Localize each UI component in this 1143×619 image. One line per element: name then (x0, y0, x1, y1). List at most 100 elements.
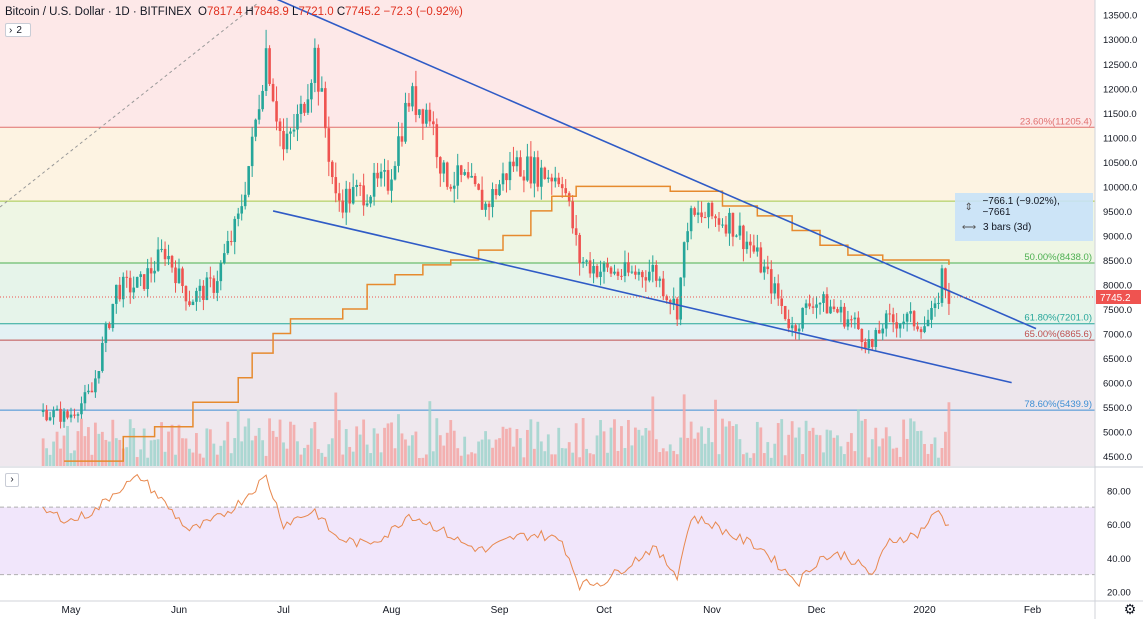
volume-bar (160, 422, 163, 466)
candle-body (174, 267, 177, 284)
candle-body (944, 268, 947, 291)
fib-label: 23.60%(11205.4) (1020, 116, 1092, 127)
candle-body (731, 212, 735, 237)
candle-body (571, 201, 574, 229)
candle-body (104, 324, 108, 343)
volume-bar (240, 441, 244, 466)
candle-body (397, 136, 400, 166)
volume-bar (581, 418, 585, 466)
volume-bar (794, 437, 798, 466)
candle-body (111, 303, 115, 329)
volume-bar (459, 455, 463, 466)
candle-body (825, 294, 829, 314)
volume-bar (801, 454, 805, 466)
volume-bar (390, 422, 393, 466)
volume-bar (773, 443, 777, 466)
candle-body (686, 231, 689, 243)
volume-bar (926, 453, 930, 466)
volume-bar (735, 424, 738, 466)
candle-body (637, 271, 641, 275)
volume-bar (139, 449, 143, 466)
candle-body (108, 324, 111, 329)
candle-body (749, 241, 752, 246)
candle-body (766, 266, 770, 270)
volume-bar (867, 457, 871, 466)
candle-body (278, 121, 282, 131)
rsi-toggle-button[interactable]: › (5, 473, 19, 487)
candle-body (728, 212, 731, 234)
time-axis-tick: Jun (171, 605, 187, 616)
candle-body (484, 203, 487, 210)
symbol-title: Bitcoin / U.S. Dollar · 1D · BITFINEX (5, 6, 192, 18)
volume-bar (264, 455, 268, 466)
volume-bar (431, 451, 435, 466)
volume-bar (557, 427, 561, 466)
candle-body (526, 156, 529, 181)
candle-body (285, 133, 289, 150)
volume-bar (738, 439, 742, 466)
candle-body (595, 265, 599, 278)
volume-bar (365, 444, 369, 466)
candle-body (850, 319, 853, 321)
candle-body (853, 317, 857, 320)
price-axis-tick: 12500.0 (1103, 60, 1137, 71)
volume-bar (630, 445, 634, 466)
price-axis-tick: 11000.0 (1103, 133, 1137, 144)
volume-bar (686, 437, 690, 466)
candle-body (271, 83, 275, 102)
volume-bar (574, 423, 578, 466)
volume-bar (397, 414, 400, 466)
candle-body (435, 124, 439, 158)
candle-body (714, 216, 717, 219)
volume-bar (797, 427, 801, 466)
gear-icon[interactable]: ⚙ (1123, 601, 1137, 617)
candle-body (742, 225, 745, 250)
price-axis-tick: 9000.0 (1103, 231, 1132, 242)
volume-bar (111, 419, 115, 466)
measure-bars: 3 bars (3d) (983, 221, 1032, 233)
volume-bar (944, 431, 947, 466)
candle-body (66, 411, 69, 418)
volume-bar (292, 424, 296, 466)
volume-bar (282, 442, 285, 466)
candle-body (560, 184, 564, 189)
candle-body (877, 330, 881, 334)
candle-body (672, 298, 676, 305)
candle-body (386, 170, 390, 191)
candle-body (59, 408, 62, 422)
low-value: 7721.0 (298, 6, 334, 18)
volume-bar (229, 453, 233, 466)
volume-bar (616, 450, 620, 466)
candle-body (543, 167, 547, 179)
indicators-toggle-button[interactable]: › 2 (5, 23, 31, 37)
volume-bar (856, 409, 860, 466)
volume-bar (52, 441, 55, 466)
candle-body (790, 325, 794, 329)
volume-bar (177, 424, 181, 466)
candle-body (250, 136, 254, 167)
fib-label: 50.00%(8438.0) (1024, 252, 1092, 263)
volume-bar (41, 438, 45, 466)
volume-bar (285, 448, 289, 466)
volume-bar (515, 429, 519, 466)
volume-bar (532, 448, 536, 466)
candle-body (418, 109, 421, 115)
volume-bar (543, 451, 547, 466)
candle-body (480, 189, 484, 210)
candle-body (330, 161, 334, 178)
candle-body (498, 184, 501, 196)
volume-bar (191, 452, 195, 466)
volume-bar (811, 427, 815, 466)
volume-bar (710, 442, 714, 466)
candle-body (857, 317, 860, 330)
candle-body (101, 342, 104, 372)
volume-bar (383, 427, 386, 466)
price-axis-tick: 6000.0 (1103, 379, 1132, 390)
volume-bar (289, 421, 292, 466)
candle-body (717, 218, 721, 225)
candle-body (797, 328, 801, 332)
price-axis-tick: 8000.0 (1103, 281, 1132, 292)
volume-bar (118, 439, 122, 466)
candle-body (756, 247, 759, 252)
